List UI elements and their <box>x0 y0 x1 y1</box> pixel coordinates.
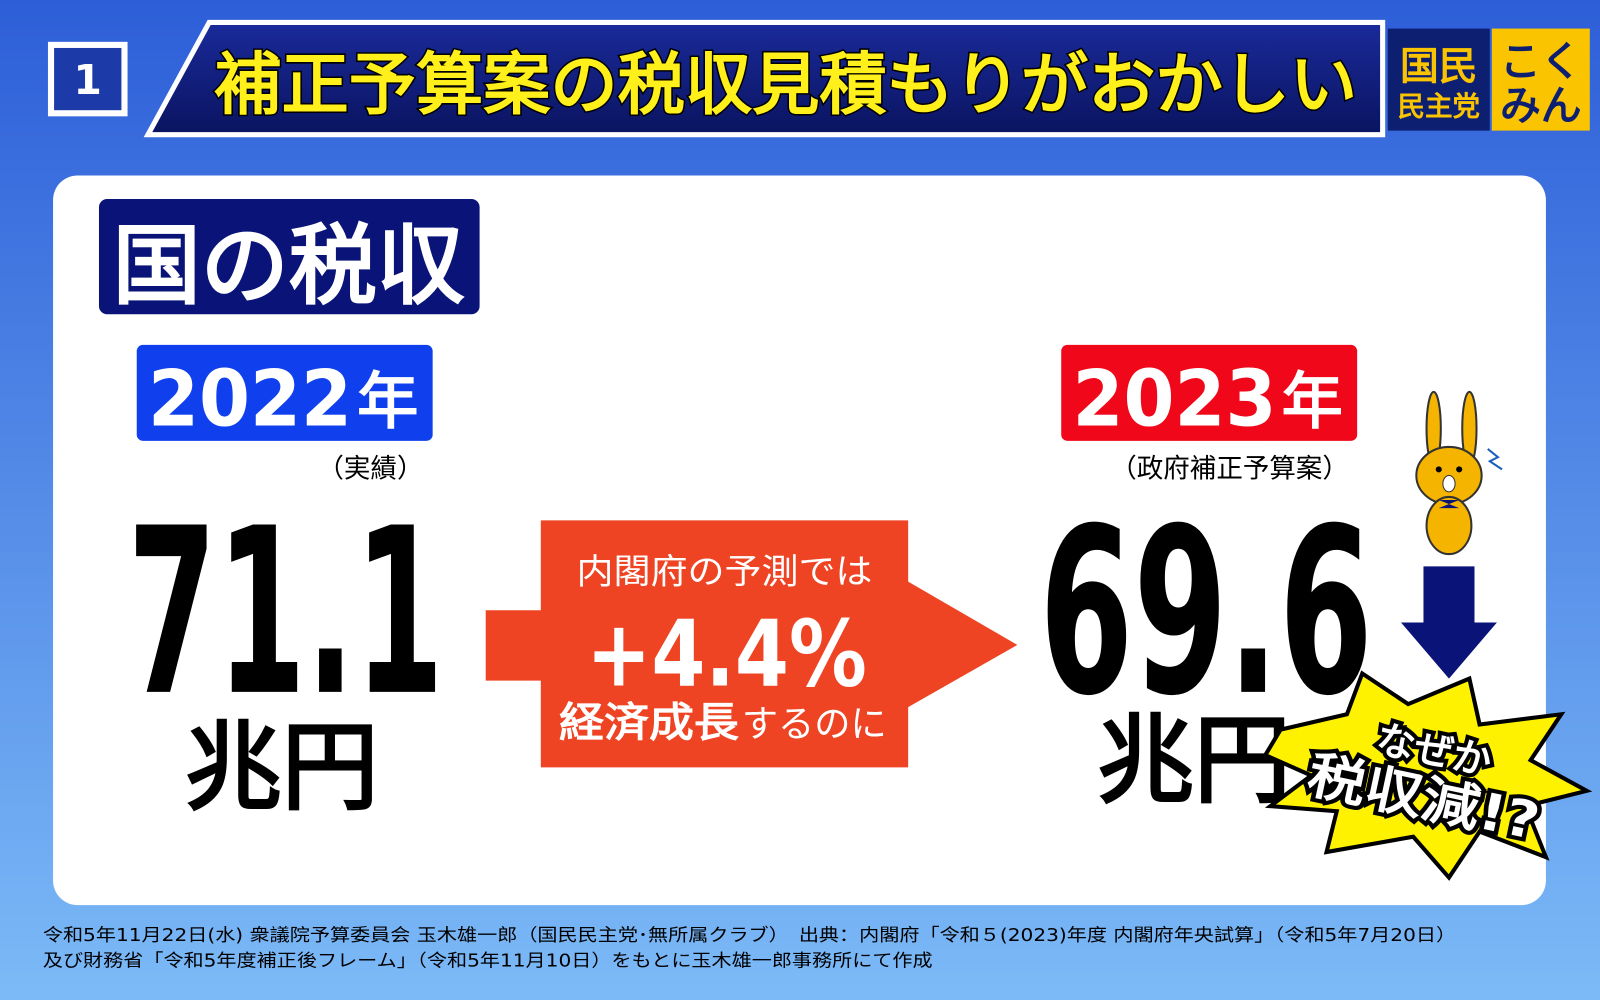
section-label-box <box>98 198 480 315</box>
logo-text: みん <box>1500 81 1582 129</box>
unit: 兆円 <box>1097 704 1291 817</box>
burst <box>1262 670 1593 881</box>
down-arrow <box>1401 566 1497 679</box>
year-box <box>136 344 433 441</box>
note: （政府補正予算案） <box>1110 454 1349 485</box>
arrow-text: 内閣府の予測では <box>577 553 873 593</box>
growth-arrow <box>485 520 1018 768</box>
logo-brand <box>1491 28 1590 131</box>
value: 69.6 <box>1039 480 1373 747</box>
title: 補正予算案の税収見積もりがおかしい <box>214 45 1357 124</box>
footer-text: 令和5年11月22日(水) 衆議院予算委員会 玉木雄一郎（国民民主党･無所属クラ… <box>43 925 1456 946</box>
year-unit: 年 <box>1282 366 1343 437</box>
year-unit: 年 <box>357 366 418 437</box>
title-banner <box>143 19 1386 138</box>
year-box <box>1061 344 1358 441</box>
slide-number: 1 <box>74 56 102 104</box>
footer-text: 及び財務省「令和5年度補正後フレーム」（令和5年11月10日）をもとに玉木雄一郎… <box>43 951 933 971</box>
year: 2023 <box>1072 355 1276 445</box>
mascot <box>1415 390 1503 556</box>
section-label: 国の税収 <box>113 215 465 317</box>
arrow-text: するのに <box>742 703 887 746</box>
value: 71.1 <box>128 480 444 747</box>
arrow-text: 経済成長 <box>559 699 739 747</box>
logo-text: 民主党 <box>1397 90 1480 122</box>
growth: +4.4% <box>586 601 867 708</box>
logo-party <box>1387 28 1490 131</box>
unit: 兆円 <box>185 711 379 824</box>
note: （実績） <box>317 454 423 485</box>
logo-text: 国民 <box>1400 45 1478 90</box>
year: 2022 <box>148 355 352 445</box>
logo-text: こく <box>1500 38 1582 86</box>
slide-number-box <box>47 41 128 117</box>
